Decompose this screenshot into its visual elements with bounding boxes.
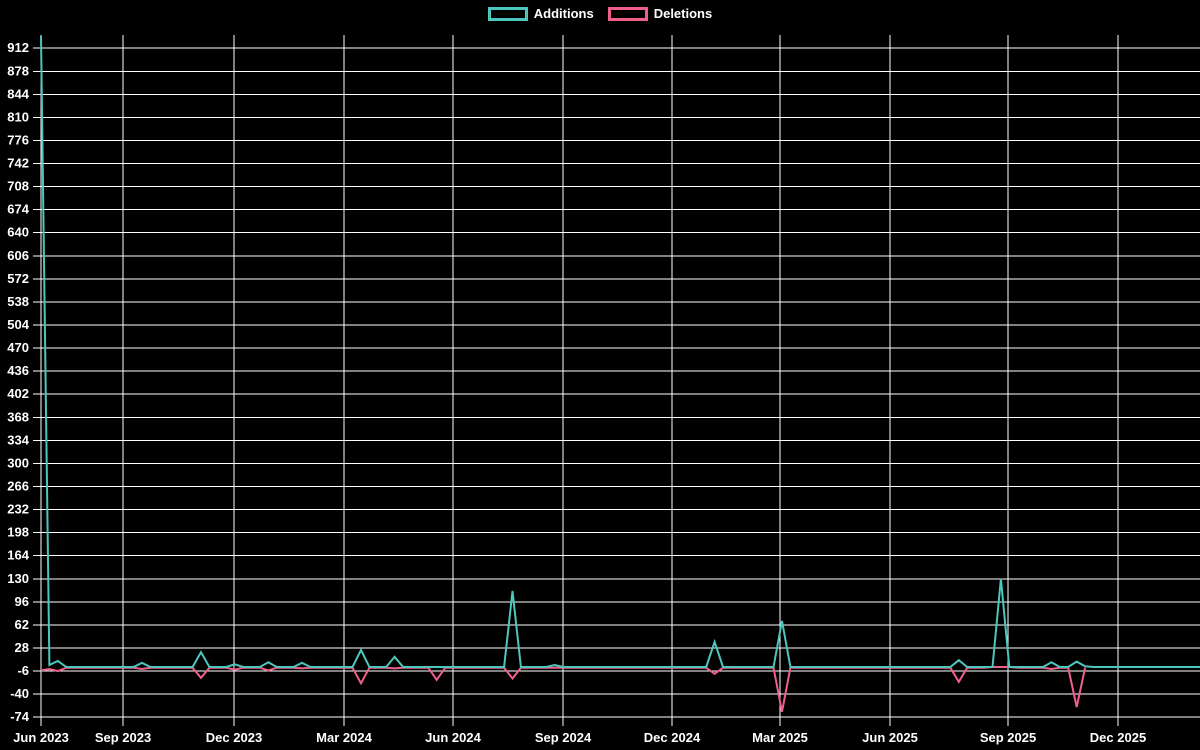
y-tick-label: 810 [7, 109, 29, 124]
y-tick-label: 912 [7, 40, 29, 55]
x-tick-label: Dec 2025 [1090, 730, 1146, 745]
x-tick-label: Jun 2025 [862, 730, 918, 745]
y-tick-label: 470 [7, 340, 29, 355]
y-tick-label: 164 [7, 548, 29, 563]
y-tick-label: 130 [7, 571, 29, 586]
chart-legend: Additions Deletions [0, 6, 1200, 21]
x-tick-label: Sep 2023 [95, 730, 151, 745]
y-tick-label: 640 [7, 225, 29, 240]
x-tick-label: Jun 2023 [13, 730, 69, 745]
y-tick-label: 776 [7, 132, 29, 147]
y-tick-label: 334 [7, 432, 29, 447]
y-tick-label: 538 [7, 294, 29, 309]
x-tick-label: Dec 2024 [644, 730, 701, 745]
y-tick-label: 844 [7, 86, 29, 101]
y-tick-label: 606 [7, 248, 29, 263]
x-tick-label: Jun 2024 [425, 730, 481, 745]
additions-line [40, 35, 1200, 668]
additions-legend-label: Additions [533, 6, 594, 21]
y-tick-label: 504 [7, 317, 29, 332]
y-tick-label: 674 [7, 202, 29, 217]
y-tick-label: 742 [7, 156, 29, 171]
x-tick-label: Mar 2024 [316, 730, 372, 745]
y-tick-label: -40 [10, 686, 29, 701]
y-tick-label: 198 [7, 525, 29, 540]
y-tick-label: 436 [7, 363, 29, 378]
y-tick-label: 28 [15, 640, 29, 655]
x-tick-label: Mar 2025 [752, 730, 808, 745]
x-tick-label: Sep 2024 [535, 730, 592, 745]
y-tick-label: -74 [10, 709, 30, 724]
y-tick-label: 62 [15, 617, 29, 632]
y-tick-label: 232 [7, 502, 29, 517]
x-tick-label: Sep 2025 [980, 730, 1036, 745]
legend-item-additions[interactable]: Additions [487, 6, 594, 21]
y-tick-label: 878 [7, 63, 29, 78]
deletions-legend-label: Deletions [653, 6, 713, 21]
y-tick-label: 96 [15, 594, 29, 609]
y-tick-label: -6 [17, 663, 29, 678]
y-tick-label: 368 [7, 409, 29, 424]
y-tick-label: 402 [7, 386, 29, 401]
additions-legend-swatch [487, 6, 528, 21]
y-tick-label: 708 [7, 179, 29, 194]
y-tick-label: 300 [7, 455, 29, 470]
x-tick-label: Dec 2023 [206, 730, 262, 745]
y-tick-label: 266 [7, 479, 29, 494]
deletions-legend-swatch [607, 6, 648, 21]
y-tick-label: 572 [7, 271, 29, 286]
legend-item-deletions[interactable]: Deletions [607, 6, 713, 21]
